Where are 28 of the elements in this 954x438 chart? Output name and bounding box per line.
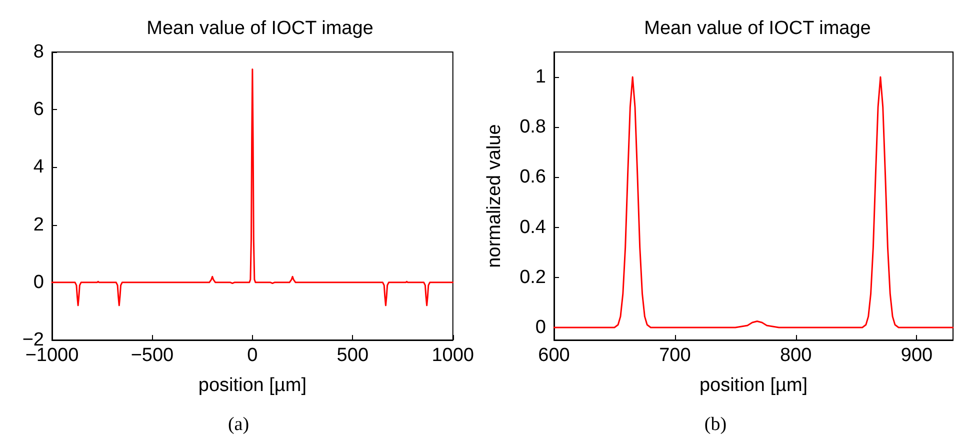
x-tick-label: 0	[247, 345, 258, 366]
x-tick-label: 900	[900, 345, 933, 366]
y-tick-label: 0.8	[520, 116, 546, 138]
x-tick-label: 500	[336, 345, 368, 366]
y-tick-label: 0.6	[520, 166, 546, 188]
y-tick-label: 6	[33, 99, 44, 120]
line-series	[51, 68, 454, 306]
y-tick-label: 4	[33, 156, 44, 178]
x-axis-title: position [µm]	[699, 375, 808, 396]
y-tick-label: 2	[33, 214, 44, 236]
text: (a)	[228, 414, 250, 435]
line-series	[553, 76, 954, 328]
x-tick-label: 600	[538, 345, 570, 366]
y-tick-label: 1	[535, 66, 546, 88]
chart-title: Mean value of IOCT image	[644, 18, 871, 39]
x-axis-title: position [µm]	[198, 375, 306, 396]
x-tick-label: 700	[659, 345, 691, 366]
y-tick-label: 0.2	[520, 266, 546, 288]
x-tick-label: 800	[780, 345, 812, 366]
y-tick-label: 0	[33, 272, 44, 293]
x-tick-label: −500	[130, 345, 174, 366]
text: (b)	[704, 414, 727, 435]
y-tick-label: 0.4	[520, 216, 546, 238]
y-tick-label: 0	[535, 316, 546, 338]
chart-title: Mean value of IOCT image	[146, 18, 374, 39]
y-axis-title: normalized value	[484, 124, 505, 268]
y-tick-label: 8	[33, 42, 44, 62]
x-tick-label: 1000	[432, 345, 474, 366]
